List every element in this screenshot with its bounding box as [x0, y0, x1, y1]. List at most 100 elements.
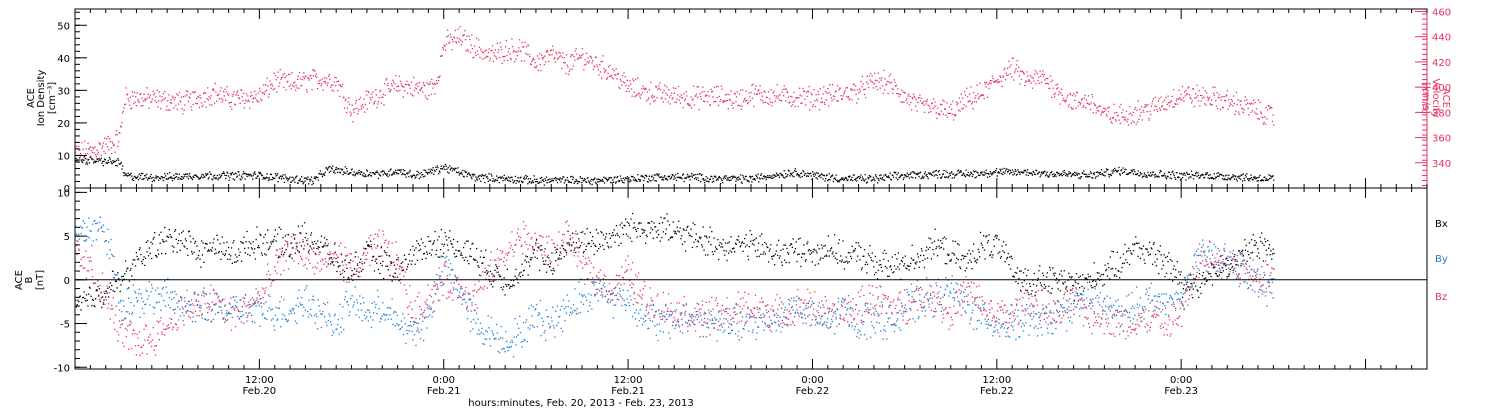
data-point-Bz	[543, 251, 545, 253]
data-point-density	[280, 175, 282, 177]
data-point-density	[289, 176, 291, 178]
data-point-density	[987, 173, 989, 175]
data-point-Bz	[935, 310, 937, 313]
data-point-velocity	[161, 96, 163, 98]
data-point-velocity	[222, 99, 224, 101]
data-point-density	[807, 172, 809, 174]
data-point-density	[766, 176, 768, 178]
data-point-Bz	[462, 294, 464, 296]
data-point-velocity	[321, 78, 324, 80]
data-point-Bz	[450, 269, 452, 271]
data-point-Bz	[499, 259, 501, 261]
data-point-Bz	[631, 282, 633, 284]
data-point-velocity	[742, 101, 745, 103]
data-point-Bz	[860, 289, 862, 291]
data-point-density	[579, 181, 581, 183]
data-point-Bz	[544, 254, 546, 256]
data-point-velocity	[1233, 95, 1235, 97]
data-point-density	[1254, 176, 1256, 178]
data-point-Bz	[402, 266, 404, 268]
data-point-Bz	[307, 259, 310, 261]
data-point-density	[500, 177, 503, 179]
data-point-Bz	[153, 349, 155, 351]
data-point-velocity	[616, 78, 618, 80]
data-point-density	[243, 171, 245, 173]
data-point-velocity	[871, 75, 873, 77]
data-point-velocity	[337, 90, 339, 92]
data-point-Bz	[108, 292, 111, 294]
data-point-Bz	[723, 318, 725, 320]
data-point-Bz	[670, 302, 672, 304]
data-point-density	[655, 180, 657, 182]
data-point-density	[897, 172, 899, 174]
data-point-velocity	[451, 38, 454, 41]
data-point-Bz	[748, 313, 750, 315]
data-point-density	[767, 176, 769, 178]
data-point-Bz	[628, 263, 630, 266]
data-point-Bz	[343, 260, 346, 262]
data-point-velocity	[478, 39, 480, 41]
data-point-velocity	[1118, 119, 1120, 121]
data-point-Bz	[1124, 314, 1126, 316]
data-point-velocity	[962, 97, 964, 99]
data-point-velocity	[263, 93, 265, 95]
data-point-Bz	[1016, 299, 1019, 301]
data-point-Bz	[337, 256, 339, 259]
data-point-Bz	[933, 291, 935, 294]
data-point-density	[744, 178, 746, 180]
data-point-velocity	[1158, 97, 1160, 100]
data-point-density	[563, 182, 566, 184]
data-point-density	[679, 176, 682, 178]
data-point-density	[1078, 173, 1081, 175]
data-point-Bz	[489, 259, 492, 261]
data-point-velocity	[863, 89, 865, 91]
data-point-density	[425, 171, 427, 174]
data-point-Bz	[1071, 289, 1073, 291]
data-point-Bz	[592, 277, 594, 279]
data-point-density	[1152, 171, 1154, 173]
data-point-velocity	[579, 54, 581, 57]
data-point-density	[1031, 174, 1034, 176]
data-point-Bz	[225, 320, 227, 322]
data-point-Bz	[500, 258, 502, 260]
data-point-velocity	[568, 71, 570, 73]
data-point-density	[623, 182, 625, 184]
data-point-Bz	[137, 337, 139, 339]
data-point-velocity	[685, 91, 687, 93]
data-point-Bz	[1166, 334, 1168, 336]
data-point-Bz	[744, 291, 746, 293]
data-point-Bz	[802, 302, 804, 304]
data-point-velocity	[1060, 92, 1062, 94]
data-point-density	[800, 172, 803, 174]
data-point-Bz	[1083, 303, 1085, 306]
data-point-velocity	[1235, 91, 1238, 94]
data-point-density	[420, 176, 422, 178]
data-point-Bz	[1042, 304, 1044, 306]
data-point-density	[673, 175, 675, 177]
data-point-density	[591, 183, 593, 186]
data-point-Bz	[659, 316, 661, 318]
data-point-Bz	[622, 277, 624, 279]
data-point-Bz	[527, 248, 529, 250]
data-point-Bz	[97, 280, 99, 282]
data-point-density	[128, 174, 131, 176]
data-point-velocity	[132, 95, 134, 97]
data-point-velocity	[711, 90, 713, 92]
data-point-density	[135, 177, 138, 179]
data-point-velocity	[391, 85, 393, 87]
data-point-Bz	[269, 274, 271, 276]
data-point-velocity	[308, 79, 310, 81]
data-point-density	[937, 177, 939, 179]
data-point-Bz	[621, 276, 624, 278]
data-point-density	[944, 176, 946, 178]
data-point-density	[1067, 175, 1069, 177]
data-point-density	[231, 172, 233, 174]
data-point-velocity	[328, 75, 330, 77]
data-point-velocity	[1226, 94, 1228, 96]
data-point-velocity	[913, 95, 915, 97]
data-point-velocity	[461, 41, 463, 43]
data-point-density	[1118, 166, 1120, 169]
data-point-velocity	[644, 89, 646, 91]
data-point-density	[257, 175, 259, 177]
data-point-velocity	[125, 87, 127, 89]
